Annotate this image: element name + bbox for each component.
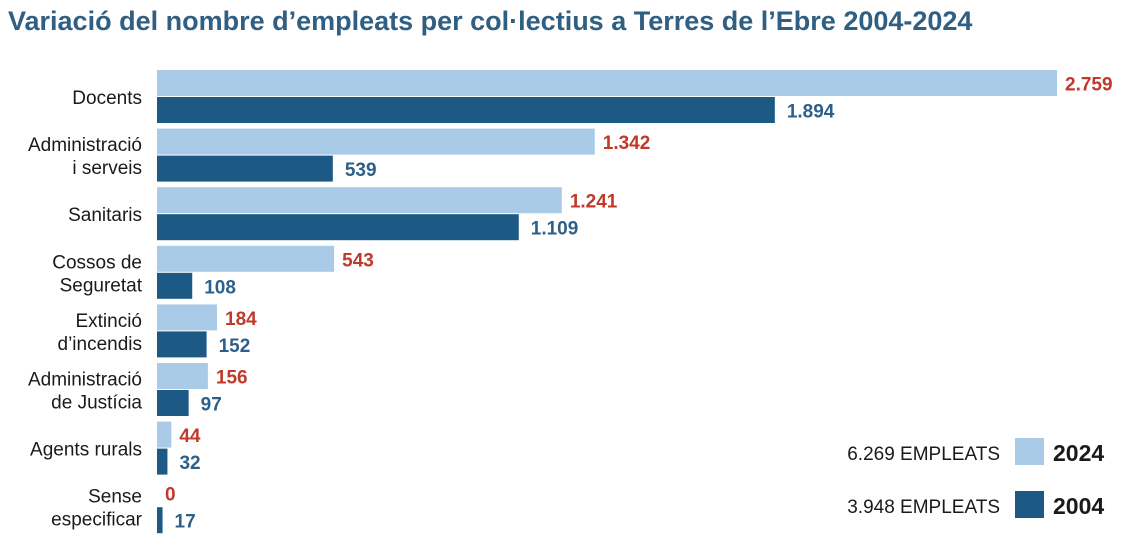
value-label-2004-0: 1.894: [787, 102, 835, 123]
bar-2024-1: [157, 128, 595, 155]
value-label-2004-3: 108: [204, 277, 236, 298]
value-label-2024-1: 1.342: [603, 133, 651, 154]
bar-2024-0: [157, 70, 1057, 96]
legend-total-2004: 3.948 EMPLEATS: [847, 497, 1000, 518]
legend-year-2004: 2004: [1053, 493, 1104, 519]
category-label-7-0: Sense: [88, 487, 142, 508]
value-label-2024-6: 44: [179, 426, 201, 447]
legend: 6.269 EMPLEATS 2024 3.948 EMPLEATS 2004: [847, 438, 1104, 519]
bar-2024-3: [157, 245, 335, 272]
bar-2024-6: [157, 421, 172, 448]
value-label-2024-2: 1.241: [570, 192, 618, 213]
bars-layer: [157, 70, 1057, 534]
bar-2004-2: [157, 214, 519, 241]
labels-layer: 2.7591.894Docents1.342539Administraciói …: [28, 75, 1113, 533]
value-label-2024-5: 156: [216, 368, 248, 389]
legend-swatch-2024: [1015, 438, 1044, 465]
bar-2004-0: [157, 97, 775, 123]
category-label-1-1: i serveis: [72, 158, 142, 179]
value-label-2004-7: 17: [175, 512, 196, 533]
value-label-2024-7: 0: [165, 485, 176, 506]
value-label-2004-5: 97: [201, 395, 222, 416]
value-label-2024-3: 543: [342, 250, 374, 271]
bar-2024-5: [157, 363, 208, 389]
bar-2024-2: [157, 187, 562, 214]
bar-2004-7: [157, 507, 163, 534]
legend-total-2024: 6.269 EMPLEATS: [847, 444, 1000, 465]
value-label-2004-2: 1.109: [531, 219, 579, 240]
bar-2004-4: [157, 331, 207, 358]
value-label-2004-6: 32: [179, 453, 200, 474]
category-label-1-0: Administració: [28, 135, 142, 156]
bar-2004-3: [157, 272, 193, 299]
category-label-4-0: Extinció: [75, 311, 142, 332]
bar-2024-4: [157, 304, 218, 331]
legend-year-2024: 2024: [1053, 440, 1104, 466]
category-label-3-0: Cossos de: [52, 252, 142, 273]
value-label-2004-4: 152: [219, 336, 251, 357]
legend-swatch-2004: [1015, 491, 1044, 518]
bar-2004-6: [157, 448, 168, 475]
category-label-5-0: Administració: [28, 370, 142, 391]
value-label-2024-4: 184: [225, 309, 257, 330]
value-label-2024-0: 2.759: [1065, 75, 1113, 96]
bar-2004-1: [157, 155, 333, 182]
category-label-0-0: Docents: [72, 88, 142, 109]
category-label-2-0: Sanitaris: [68, 205, 142, 226]
category-label-6-0: Agents rurals: [30, 440, 142, 461]
chart-title: Variació del nombre d’empleats per col·l…: [8, 6, 973, 36]
category-label-7-1: especificar: [51, 510, 142, 531]
category-label-4-1: d’incendis: [58, 334, 143, 355]
bar-2004-5: [157, 390, 189, 416]
category-label-3-1: Seguretat: [60, 275, 143, 296]
category-label-5-1: de Justícia: [51, 393, 142, 414]
value-label-2004-1: 539: [345, 160, 377, 181]
